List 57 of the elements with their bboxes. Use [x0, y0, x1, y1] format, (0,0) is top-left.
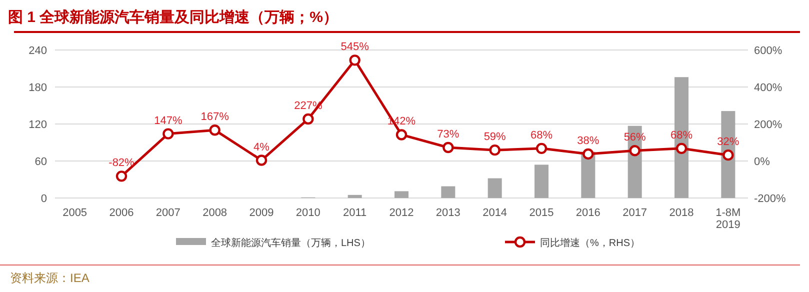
bar [534, 164, 548, 198]
point [536, 142, 548, 154]
point [209, 124, 220, 136]
bar [441, 186, 456, 198]
point [676, 142, 688, 154]
y-tick-label: 0 [40, 193, 47, 205]
bar [394, 191, 408, 198]
x-tick-label: 1-8M 2019 [716, 207, 741, 231]
data-label: 4% [254, 141, 270, 154]
x-tick-label: 2016 [576, 207, 600, 219]
y-tick-label: 60 [34, 156, 47, 168]
x-tick-label: 2011 [343, 207, 367, 219]
point [582, 148, 594, 160]
point [489, 144, 500, 156]
x-tick-label: 2017 [622, 207, 648, 219]
y-tick-label: 120 [28, 119, 47, 131]
data-label: 38% [577, 134, 600, 147]
text: 资料来源：IEA [10, 271, 90, 285]
y-tick-label: 180 [28, 82, 47, 94]
legend-label: 全球新能源汽车销量（万辆，LHS） [211, 237, 370, 249]
point [349, 54, 360, 66]
x-tick-label: 2015 [529, 207, 554, 219]
y2-tick-label: 600% [754, 45, 782, 57]
data-label: 545% [340, 41, 370, 54]
x-tick-label: 2007 [156, 207, 180, 219]
point [162, 128, 174, 140]
data-label: 147% [154, 114, 182, 127]
x-tick-label: 2018 [669, 207, 694, 219]
y2-tick-label: 200% [754, 119, 782, 131]
data-label: -82% [108, 157, 135, 170]
bar [488, 178, 502, 198]
y2-tick-label: 400% [754, 82, 782, 94]
data-label: 68% [530, 129, 553, 142]
x-tick-label: 2012 [389, 207, 414, 219]
point [442, 142, 454, 154]
point [722, 149, 734, 161]
data-label: 59% [484, 131, 506, 144]
y-tick-label: 240 [28, 45, 47, 57]
y2-tick-label: -200% [754, 193, 786, 205]
data-label: 167% [200, 111, 230, 124]
legend-label: 同比增速（%，RHS） [540, 237, 640, 249]
point [256, 154, 268, 166]
point [396, 129, 408, 140]
x-tick-label: 2014 [482, 207, 508, 219]
x-tick-label: 2010 [296, 207, 320, 219]
x-tick-label: 2005 [62, 207, 88, 219]
x-tick-label: 2008 [202, 207, 228, 219]
point [629, 145, 640, 156]
x-tick-label: 2013 [436, 207, 460, 219]
bar [348, 194, 362, 198]
x-tick-label: 2009 [249, 207, 274, 219]
x-tick-label: 2006 [109, 207, 134, 219]
point [302, 113, 314, 125]
data-label: 73% [437, 128, 460, 140]
chart-title: 图 1 全球新能源汽车销量及同比增速（万辆；%） [8, 8, 338, 26]
y2-tick-label: 0% [754, 156, 770, 168]
point [116, 170, 128, 182]
